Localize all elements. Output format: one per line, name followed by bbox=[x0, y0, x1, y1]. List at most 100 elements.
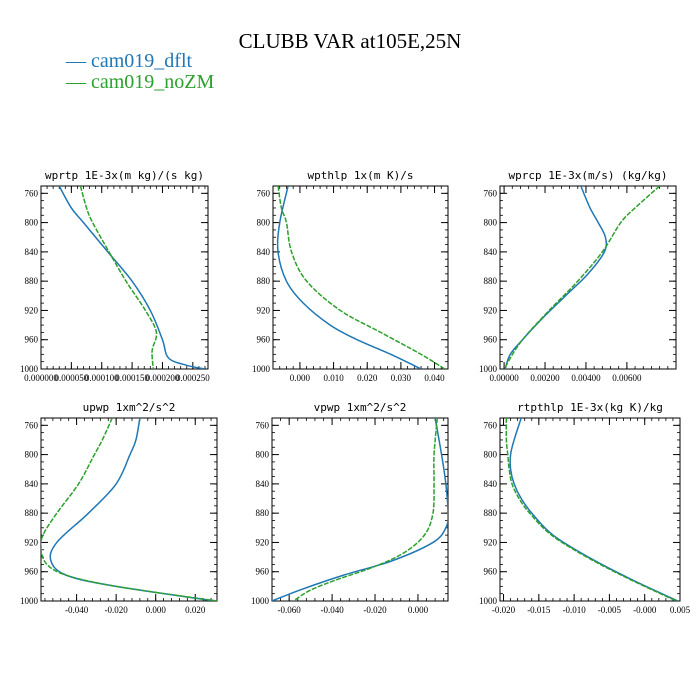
y-tick-label: 800 bbox=[484, 450, 498, 460]
y-tick-label: 800 bbox=[484, 218, 498, 228]
series-line-cam019_dflt bbox=[272, 418, 448, 601]
panel-title: wpthlp 1x(m K)/s bbox=[308, 169, 414, 182]
y-tick-label: 960 bbox=[484, 567, 498, 577]
chart-panel: upwp 1xm^2/s^2 760 800 840 880 920 960 1000 -0.0… bbox=[20, 401, 218, 615]
x-tick-label: -0.060 bbox=[278, 605, 302, 615]
y-tick-label: 800 bbox=[257, 218, 271, 228]
y-tick-label: 920 bbox=[484, 537, 498, 547]
x-tick-label: 0.000100 bbox=[85, 373, 119, 383]
x-tick-label: -0.040 bbox=[320, 605, 344, 615]
panel-title: wprtp 1E-3x(m kg)/(s kg) bbox=[45, 169, 204, 182]
chart-panel: wprcp 1E-3x(m/s) (kg/kg) 760 800 840 880 920 9… bbox=[479, 169, 677, 383]
x-tick-label: 0.005 bbox=[670, 605, 691, 615]
chart-panel: rtpthlp 1E-3x(kg K)/kg 760 800 840 880 920 960… bbox=[479, 401, 691, 615]
x-tick-label: -0.020 bbox=[363, 605, 387, 615]
x-tick-label: -0.020 bbox=[492, 605, 516, 615]
y-tick-label: 880 bbox=[257, 276, 271, 286]
x-tick-label: 0.000 bbox=[290, 373, 311, 383]
y-tick-label: 880 bbox=[25, 508, 39, 518]
y-tick-label: 840 bbox=[25, 479, 39, 489]
y-tick-label: 760 bbox=[257, 188, 271, 198]
chart-panel: wpthlp 1x(m K)/s 760 800 840 880 920 960 1000 0.… bbox=[252, 169, 449, 383]
y-tick-label: 960 bbox=[484, 335, 498, 345]
y-tick-label: 920 bbox=[25, 305, 39, 315]
y-tick-label: 800 bbox=[256, 450, 270, 460]
y-tick-label: 880 bbox=[484, 276, 498, 286]
panel-frame bbox=[499, 417, 681, 602]
panel-frame bbox=[40, 185, 209, 370]
x-tick-label: 0.000200 bbox=[146, 373, 180, 383]
x-tick-label: 0.000000 bbox=[24, 373, 58, 383]
series-line-cam019_noZM bbox=[41, 418, 217, 601]
y-tick-label: 1000 bbox=[251, 596, 270, 606]
y-tick-label: 960 bbox=[256, 567, 270, 577]
series-line-cam019_dflt bbox=[509, 418, 679, 601]
y-tick-label: 920 bbox=[25, 537, 39, 547]
y-tick-label: 880 bbox=[256, 508, 270, 518]
x-tick-label: 0.00600 bbox=[612, 373, 642, 383]
x-tick-label: 0.040 bbox=[424, 373, 445, 383]
y-tick-label: 880 bbox=[484, 508, 498, 518]
series-line-cam019_noZM bbox=[505, 418, 677, 601]
series-line-cam019_dflt bbox=[58, 186, 206, 369]
y-tick-label: 960 bbox=[257, 335, 271, 345]
series-line-cam019_noZM bbox=[79, 186, 158, 369]
x-tick-label: -0.040 bbox=[65, 605, 89, 615]
y-tick-label: 760 bbox=[256, 420, 270, 430]
y-tick-label: 760 bbox=[25, 188, 39, 198]
panel-title: wprcp 1E-3x(m/s) (kg/kg) bbox=[509, 169, 668, 182]
x-tick-label: 0.000050 bbox=[54, 373, 88, 383]
y-tick-label: 1000 bbox=[20, 364, 39, 374]
legend-entry-nozm: — cam019_noZM bbox=[66, 71, 215, 93]
y-tick-label: 1000 bbox=[252, 364, 271, 374]
y-tick-label: 840 bbox=[484, 247, 498, 257]
x-tick-label: 0.000150 bbox=[115, 373, 149, 383]
x-tick-label: 0.000250 bbox=[176, 373, 210, 383]
x-tick-label: -0.005 bbox=[598, 605, 622, 615]
y-tick-label: 920 bbox=[484, 305, 498, 315]
x-tick-label: 0.020 bbox=[357, 373, 378, 383]
y-tick-label: 920 bbox=[256, 537, 270, 547]
x-tick-label: 0.030 bbox=[391, 373, 412, 383]
x-tick-label: 0.000 bbox=[146, 605, 167, 615]
y-tick-label: 960 bbox=[25, 567, 39, 577]
series-line-cam019_noZM bbox=[277, 186, 446, 369]
y-tick-label: 760 bbox=[484, 420, 498, 430]
panel-title: rtpthlp 1E-3x(kg K)/kg bbox=[517, 401, 663, 414]
x-tick-label: 0.00000 bbox=[489, 373, 519, 383]
y-tick-label: 840 bbox=[484, 479, 498, 489]
y-tick-label: 920 bbox=[257, 305, 271, 315]
figure-title: CLUBB VAR at105E,25N bbox=[238, 29, 462, 53]
x-tick-label: 0.010 bbox=[323, 373, 344, 383]
x-tick-label: -0.000 bbox=[633, 605, 657, 615]
y-tick-label: 840 bbox=[257, 247, 271, 257]
chart-panel: vpwp 1xm^2/s^2 760 800 840 880 920 960 1000 -0.0… bbox=[251, 401, 449, 615]
y-tick-label: 960 bbox=[25, 335, 39, 345]
panel-frame bbox=[499, 185, 677, 370]
x-tick-label: 0.00400 bbox=[571, 373, 601, 383]
x-tick-label: -0.015 bbox=[527, 605, 551, 615]
y-tick-label: 1000 bbox=[20, 596, 39, 606]
series-line-cam019_dflt bbox=[276, 186, 422, 369]
y-tick-label: 760 bbox=[25, 420, 39, 430]
x-tick-label: 0.000 bbox=[408, 605, 429, 615]
chart-panel: wprtp 1E-3x(m kg)/(s kg) 760 800 840 880 920 9… bbox=[20, 169, 210, 383]
x-tick-label: 0.00200 bbox=[530, 373, 560, 383]
panel-frame bbox=[271, 417, 449, 602]
y-tick-label: 800 bbox=[25, 218, 39, 228]
x-tick-label: -0.010 bbox=[562, 605, 586, 615]
y-tick-label: 840 bbox=[25, 247, 39, 257]
y-tick-label: 1000 bbox=[479, 596, 498, 606]
y-tick-label: 880 bbox=[25, 276, 39, 286]
series-line-cam019_noZM bbox=[293, 418, 439, 601]
x-tick-label: 0.020 bbox=[185, 605, 206, 615]
series-line-cam019_noZM bbox=[504, 186, 661, 369]
y-tick-label: 1000 bbox=[479, 364, 498, 374]
panel-title: upwp 1xm^2/s^2 bbox=[83, 401, 176, 414]
x-tick-label: -0.020 bbox=[105, 605, 129, 615]
panel-frame bbox=[40, 417, 218, 602]
legend-entry-dflt: — cam019_dflt bbox=[66, 50, 193, 72]
panel-title: vpwp 1xm^2/s^2 bbox=[314, 401, 407, 414]
series-line-cam019_dflt bbox=[49, 418, 216, 601]
